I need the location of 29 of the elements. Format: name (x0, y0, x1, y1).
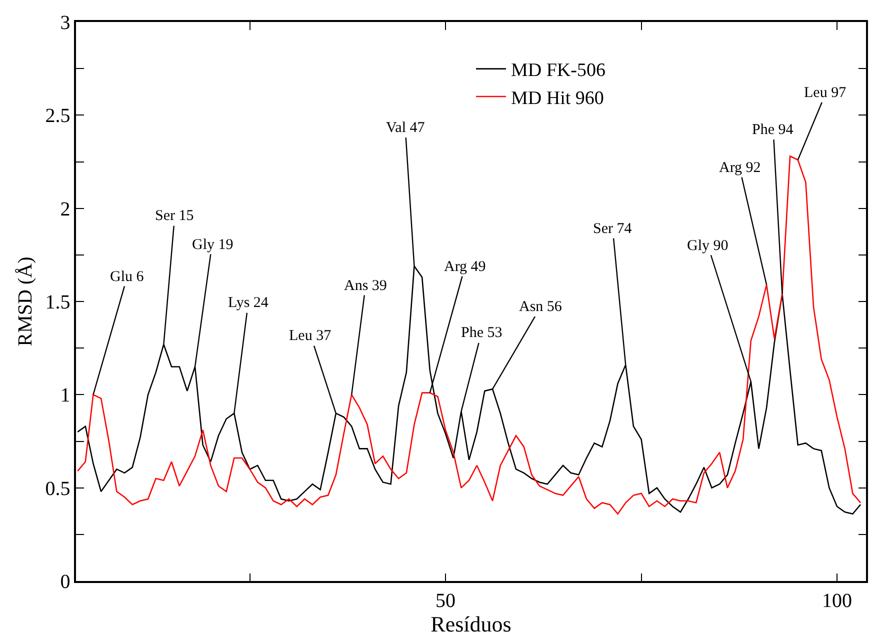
y-tick-label: 0 (60, 571, 70, 593)
y-tick-label: 0.5 (45, 478, 70, 500)
y-tick-label: 2 (60, 198, 70, 220)
y-tick-label: 2.5 (45, 105, 70, 128)
annotation: Asn 56 (519, 299, 562, 315)
annotation: Gly 19 (192, 237, 234, 253)
annotation: Arg 49 (444, 259, 486, 275)
annotation: Phe 53 (461, 325, 502, 341)
annotation: Leu 97 (804, 85, 847, 101)
annotation: Ser 74 (593, 221, 632, 237)
annotation: Glu 6 (110, 269, 144, 285)
x-tick-label: 50 (436, 590, 456, 612)
annotation: Arg 92 (719, 160, 761, 176)
annotation: Gly 90 (687, 238, 728, 254)
legend-label: MD Hit 960 (511, 88, 604, 109)
line-series (76, 156, 862, 515)
y-tick-label: 3 (60, 12, 70, 34)
annotation: Leu 37 (289, 328, 332, 344)
x-axis-title: Resíduos (430, 612, 512, 637)
y-tick-label: 1 (60, 384, 70, 407)
annotation: Ans 39 (344, 278, 387, 294)
annotation: Val 47 (386, 120, 426, 136)
y-axis-title: RMSD (Å) (14, 256, 36, 346)
annotation: Lys 24 (228, 295, 269, 311)
y-tick-label: 1.5 (45, 292, 70, 314)
x-tick-label: 100 (822, 590, 852, 612)
annotation: Ser 15 (155, 208, 194, 224)
legend-label: MD FK-506 (511, 60, 606, 82)
annotation: Phe 94 (752, 122, 794, 138)
